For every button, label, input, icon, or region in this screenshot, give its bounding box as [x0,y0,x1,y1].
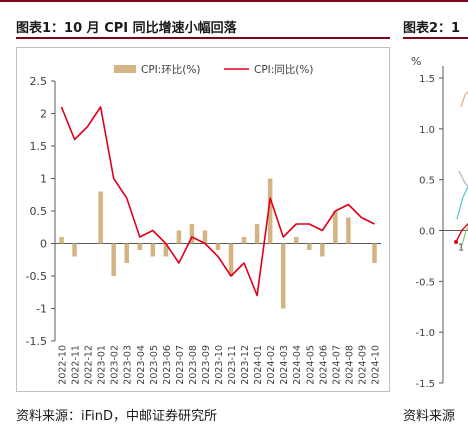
bar-cpi-mom [254,224,260,244]
figure2-svg: % 1.5 1.0 0.5 0.0 -0.5 -1.0 -1.5 1 [411,55,468,390]
y-tick-label: 0 [40,238,47,251]
legend-label-cpi-yoy: CPI:同比(%) [254,63,313,76]
x-tick-label: 2023-07 [175,345,186,385]
figure2-point-red [454,240,458,244]
x-tick-label: 2022-10 [58,345,69,385]
x-tick-label: 2024-01 [253,345,264,385]
bar-cpi-mom [163,243,169,257]
bar-cpi-mom [346,217,351,244]
figure2-y-tick-label: -1.5 [415,379,435,390]
x-tick-label: 2023-11 [227,345,238,385]
y-tick-label: -0.5 [26,270,47,283]
bar-cpi-mom [176,230,182,244]
figure2-source: 资料来源 [403,409,456,424]
y-tick-label: 2 [40,108,47,121]
bar-cpi-mom [189,224,195,244]
figure1-title: 图表1：10 月 CPI 同比增速小幅回落 [16,21,237,36]
x-tick-label: 2023-03 [123,345,134,385]
x-tick-label: 2023-05 [149,345,160,385]
figure2-partial-chart: % 1.5 1.0 0.5 0.0 -0.5 -1.0 -1.5 1 [403,47,468,392]
figure2-title: 图表2：1 [403,21,461,36]
x-tick-label: 2023-04 [136,345,147,385]
figure2-y-tick-label: -1.0 [415,328,435,339]
figure1-source: 资料来源：iFinD，中邮证券研究所 [16,409,218,424]
x-tick-label: 2024-10 [370,345,381,385]
figure2-series-orange [460,91,468,108]
bar-cpi-mom [293,237,299,244]
x-tick-label: 2022-12 [84,345,95,385]
y-tick-label: -1.5 [26,335,47,348]
x-tick-label: 2024-09 [357,345,368,385]
bar-cpi-mom [111,243,116,276]
bar-cpi-mom [150,243,156,257]
bar-cpi-mom [59,237,64,244]
x-tick-label: 2023-12 [240,345,251,385]
figure2-y-tick-label: 0.5 [419,176,435,187]
x-tick-label: 2024-07 [331,345,342,385]
figure2-title-rule [403,37,468,39]
bar-cpi-mom [124,243,129,263]
figure2-x-tick-label: 1 [458,243,464,254]
y-tick-label: 1.5 [30,140,48,153]
legend-label-cpi-mom: CPI:环比(%) [141,63,200,76]
figure2-series-cyan [456,185,468,220]
figure2-series-green [461,225,468,246]
x-tick-label: 2024-05 [305,345,316,385]
bar-cpi-mom [320,243,325,257]
x-tick-label: 2022-11 [71,345,82,385]
x-tick-label: 2024-06 [318,345,329,385]
x-tick-label: 2023-01 [97,345,108,385]
x-tick-label: 2024-04 [292,345,303,385]
figure1-title-rule [16,37,390,39]
bar-cpi-mom [267,178,273,244]
y-tick-label: 0.5 [30,205,48,218]
bar-cpi-mom [241,237,247,244]
top-accent-line [0,0,468,2]
y-tick-label: 2.5 [30,75,48,88]
x-tick-label: 2024-02 [266,345,277,385]
figure2-y-tick-label: 0.0 [419,227,435,238]
bar-cpi-mom [280,243,286,309]
figure2-y-tick-label: 1.0 [419,125,435,136]
cpi-chart: 2.5 2 1.5 1 0.5 0 -0.5 -1 -1.5 2022-10 2022-11 2022… [26,63,382,385]
bar-cpi-mom [72,243,77,257]
figure2-y-unit: % [411,55,421,68]
x-tick-label: 2023-06 [162,345,173,385]
bar-cpi-mom [137,243,143,250]
bar-cpi-mom [372,243,377,263]
figure2-series-red [455,223,468,243]
bar-cpi-mom [307,243,312,250]
bar-cpi-mom [202,230,208,244]
legend-swatch-cpi-mom [114,65,136,73]
x-tick-label: 2023-02 [110,345,121,385]
figure1-chart-frame: 2.5 2 1.5 1 0.5 0 -0.5 -1 -1.5 2022-10 2022-11 2022… [16,47,390,392]
figure2-y-tick-label: 1.5 [419,74,435,85]
x-tick-label: 2024-08 [344,345,355,385]
figure2-series-gray [458,170,468,187]
y-tick-label: -1 [36,303,47,316]
x-tick-label: 2024-03 [279,345,290,385]
x-tick-label: 2023-08 [188,345,199,385]
bar-cpi-mom [98,191,103,244]
bar-cpi-mom [333,211,338,244]
bar-cpi-mom [228,243,234,276]
x-tick-label: 2023-10 [214,345,225,385]
figure2-y-tick-label: -0.5 [415,277,435,288]
x-tick-label: 2023-09 [201,345,212,385]
y-tick-label: 1 [40,173,47,186]
bar-cpi-mom [215,243,221,250]
line-cpi-yoy [60,106,375,297]
